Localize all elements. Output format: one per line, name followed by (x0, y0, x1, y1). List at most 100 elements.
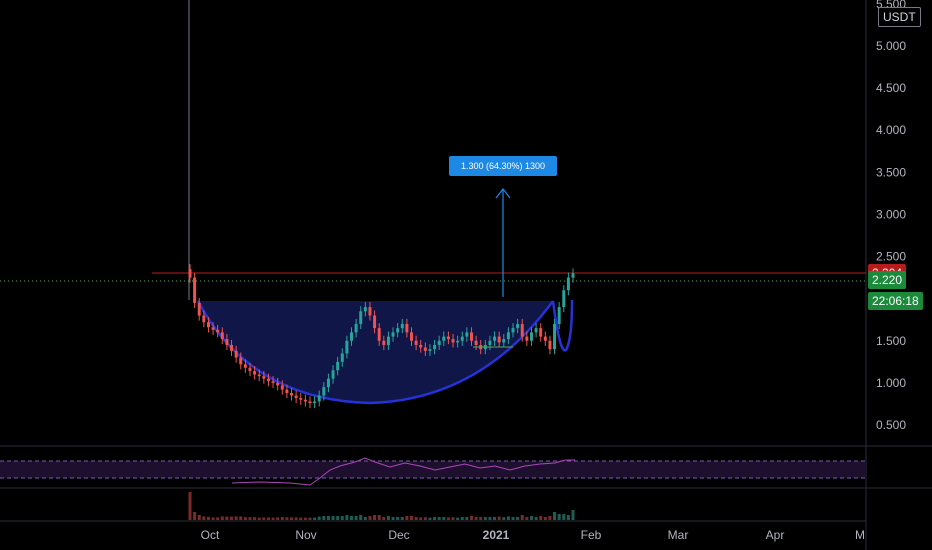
price-tick-label: 3.000 (876, 207, 906, 221)
candle-body (363, 307, 367, 312)
volume-bar (299, 517, 303, 520)
candle-body (437, 340, 441, 345)
volume-bar (428, 517, 432, 520)
volume-bar (479, 517, 483, 520)
candle-body (423, 347, 427, 351)
candle-body (414, 340, 418, 345)
volume-bar (248, 517, 252, 520)
candle-body (359, 311, 363, 324)
cup-fill (198, 301, 553, 403)
volume-bar (216, 517, 220, 520)
volume-bar (308, 517, 312, 520)
candle-body (488, 340, 492, 345)
volume-bar (234, 516, 238, 520)
price-axis: 5.5005.0004.5004.0003.5003.0002.5002.000… (876, 0, 906, 432)
candle-body (317, 395, 321, 402)
candle-body (525, 336, 529, 341)
volume-bar (562, 514, 566, 520)
candle-body (474, 340, 478, 345)
candle-body (290, 392, 294, 396)
volume-bar (257, 517, 261, 520)
volume-bar (566, 515, 570, 520)
volume-bar (285, 517, 289, 520)
volume-bar (382, 517, 386, 520)
volume-bar (331, 516, 335, 520)
volume-bar (451, 517, 455, 520)
candle-body (539, 328, 543, 337)
candle-body (350, 332, 354, 341)
candle-body (313, 401, 317, 404)
volume-bar (363, 517, 367, 520)
price-tick-label: 0.500 (876, 418, 906, 432)
volume-bar (442, 517, 446, 520)
candle-body (276, 382, 280, 386)
candle-body (197, 302, 201, 316)
volume-bar (493, 517, 497, 520)
volume-bar (276, 517, 280, 520)
volume-bar (303, 517, 307, 520)
volume-bar (294, 517, 298, 520)
candle-body (511, 328, 515, 333)
price-tick-label: 1.500 (876, 334, 906, 348)
volume-bar (433, 517, 437, 520)
candle-body (285, 389, 289, 393)
candle-body (497, 336, 501, 343)
candle-body (303, 399, 307, 402)
price-tick-label: 5.000 (876, 39, 906, 53)
volume-bar (456, 517, 460, 520)
candle-body (428, 349, 432, 351)
volume-bar (474, 517, 478, 520)
volume-bar (446, 517, 450, 520)
time-tick-label: Feb (581, 528, 602, 542)
volume-bar (548, 516, 552, 520)
candle-body (188, 269, 192, 278)
volume-bar (326, 516, 330, 520)
candle-body (469, 332, 473, 341)
volume-bar (497, 516, 501, 520)
volume-bar (400, 517, 404, 520)
candle-body (340, 353, 344, 362)
candle-body (225, 339, 229, 345)
candle-body (299, 398, 303, 400)
candles-group (188, 264, 575, 409)
volume-bar (516, 517, 520, 520)
volume-bar (405, 516, 409, 520)
volume-bar (525, 517, 529, 520)
volume-bar (502, 517, 506, 520)
volume-bar (437, 517, 441, 520)
time-tick-label: 2021 (483, 528, 510, 542)
quote-currency-badge[interactable]: USDT (878, 7, 921, 27)
volume-bar (317, 516, 321, 520)
price-tick-label: 2.500 (876, 250, 906, 264)
candle-body (368, 307, 372, 316)
time-tick-label: Dec (388, 528, 409, 542)
price-tick-label: 3.500 (876, 165, 906, 179)
candle-body (382, 340, 386, 345)
candle-body (308, 401, 312, 404)
volume-bar (543, 517, 547, 520)
volume-bar (396, 517, 400, 520)
candle-body (386, 336, 390, 345)
volume-bar (211, 517, 215, 520)
volume-bar (557, 514, 561, 520)
candle-body (377, 328, 381, 341)
candle-body (271, 381, 275, 383)
candle-body (253, 371, 257, 375)
volume-bar (391, 517, 395, 520)
candle-body (419, 344, 423, 348)
candle-body (520, 323, 524, 337)
volume-bar (280, 517, 284, 520)
price-tick-label: 4.000 (876, 123, 906, 137)
volume-bar (469, 516, 473, 520)
volume-bar (414, 517, 418, 520)
candle-body (248, 367, 252, 372)
candle-body (326, 378, 330, 388)
candle-body (336, 361, 340, 371)
volume-bar (220, 516, 224, 520)
volume-bar (386, 516, 390, 520)
volume-bar (571, 510, 575, 520)
candle-body (257, 374, 261, 377)
price-tick-label: 5.500 (876, 0, 906, 11)
time-axis: Oct Nov Dec 2021 Feb Mar Apr M (201, 528, 865, 542)
